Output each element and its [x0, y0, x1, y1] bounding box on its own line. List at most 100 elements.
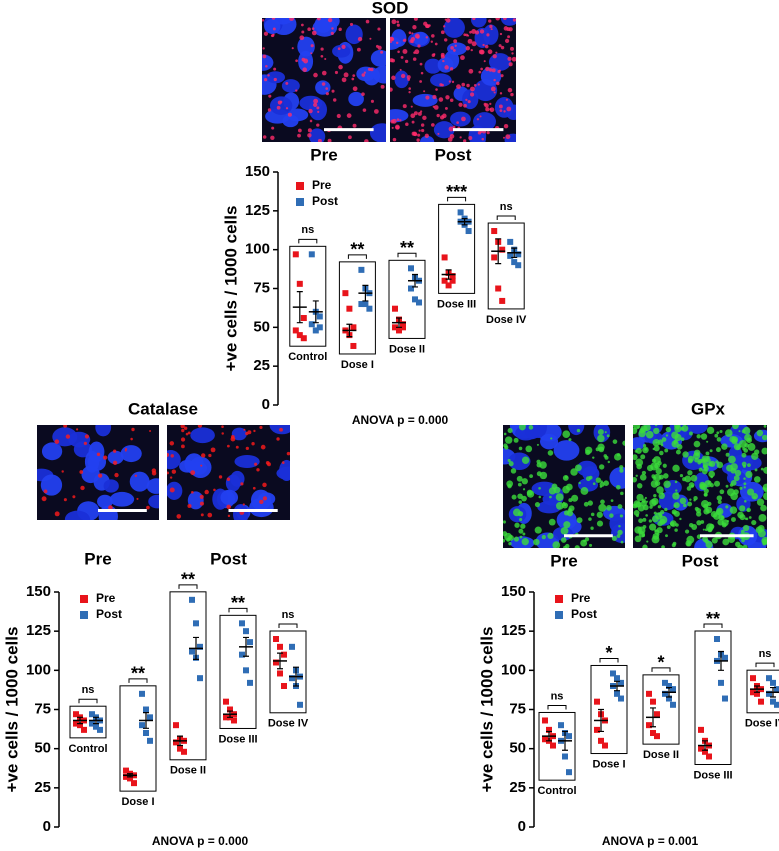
data-point	[189, 648, 195, 655]
stain	[134, 474, 138, 478]
stain	[458, 102, 463, 107]
nucleus	[266, 71, 286, 84]
sig-bracket	[651, 667, 671, 672]
error-bar	[127, 773, 133, 778]
stain	[687, 458, 693, 464]
stain	[324, 57, 327, 61]
stain	[649, 499, 657, 507]
stain	[568, 438, 572, 442]
error-bar	[412, 273, 418, 288]
stain	[521, 478, 528, 485]
significance-label: ns	[551, 690, 564, 702]
stain	[675, 449, 681, 455]
stain	[656, 527, 663, 534]
data-point	[392, 305, 398, 312]
nucleus	[234, 454, 260, 468]
stain	[671, 543, 676, 548]
stain	[247, 430, 252, 435]
sig-bracket	[347, 254, 367, 259]
stain	[513, 437, 519, 443]
stain	[688, 523, 694, 528]
stain	[449, 98, 454, 102]
stain	[597, 434, 605, 443]
error-bar	[718, 650, 724, 671]
stain	[187, 431, 191, 435]
stain	[536, 462, 542, 468]
stain	[561, 502, 568, 509]
nucleus	[450, 111, 471, 127]
y-tick-label: 125	[245, 202, 270, 219]
stain	[516, 475, 523, 482]
nucleus	[524, 425, 541, 440]
stain	[190, 470, 196, 476]
panel-title: SOD	[372, 0, 409, 17]
stain	[230, 436, 236, 442]
stain	[391, 75, 396, 80]
stain	[484, 44, 489, 49]
stain	[251, 442, 255, 446]
stain	[377, 27, 381, 31]
stain	[199, 494, 204, 499]
data-point	[594, 698, 600, 705]
stain	[448, 80, 451, 83]
stain	[505, 134, 511, 140]
stain	[369, 37, 372, 40]
stain	[672, 464, 680, 473]
stain	[307, 27, 311, 31]
stain	[571, 494, 579, 502]
data-point	[292, 251, 299, 258]
data-point	[650, 698, 656, 705]
stain	[262, 496, 268, 501]
data-point	[558, 722, 564, 729]
stain	[735, 541, 741, 547]
stain	[226, 444, 230, 448]
data-point	[515, 262, 522, 269]
stain	[460, 55, 465, 61]
stain	[674, 425, 681, 429]
stain	[642, 544, 648, 548]
stain	[590, 526, 594, 530]
stain	[199, 501, 205, 506]
stain	[405, 122, 409, 126]
stain	[719, 429, 723, 434]
data-point	[277, 643, 283, 650]
stain	[654, 463, 660, 469]
stain	[492, 54, 497, 59]
stain	[741, 452, 747, 458]
stain	[659, 450, 664, 456]
stain	[576, 517, 583, 524]
stain	[716, 437, 722, 442]
stain	[187, 503, 192, 509]
stain	[518, 500, 522, 504]
stain	[486, 131, 490, 135]
stain	[637, 483, 643, 489]
stain	[700, 433, 708, 440]
data-point	[316, 313, 323, 320]
stain	[757, 525, 765, 532]
stain	[84, 434, 90, 439]
stain	[507, 428, 513, 434]
stain	[363, 71, 366, 74]
data-point	[602, 742, 608, 749]
x-tick-label: Dose II	[643, 749, 679, 761]
x-tick-label: Control	[537, 785, 576, 797]
error-bar	[702, 740, 708, 751]
stain	[642, 446, 649, 454]
stain	[489, 102, 492, 106]
stain	[756, 498, 765, 506]
stain	[633, 510, 640, 516]
stain	[665, 426, 672, 433]
data-point	[89, 720, 95, 727]
stain	[272, 27, 276, 31]
stain	[242, 503, 245, 506]
stain	[395, 41, 399, 45]
stain	[431, 34, 435, 38]
stain	[452, 125, 456, 129]
stain	[574, 545, 580, 548]
data-point	[289, 643, 295, 650]
stain	[687, 501, 693, 507]
stain	[498, 44, 502, 48]
stain	[472, 18, 476, 21]
data-point	[546, 726, 552, 733]
image-label: Pre	[310, 145, 337, 164]
